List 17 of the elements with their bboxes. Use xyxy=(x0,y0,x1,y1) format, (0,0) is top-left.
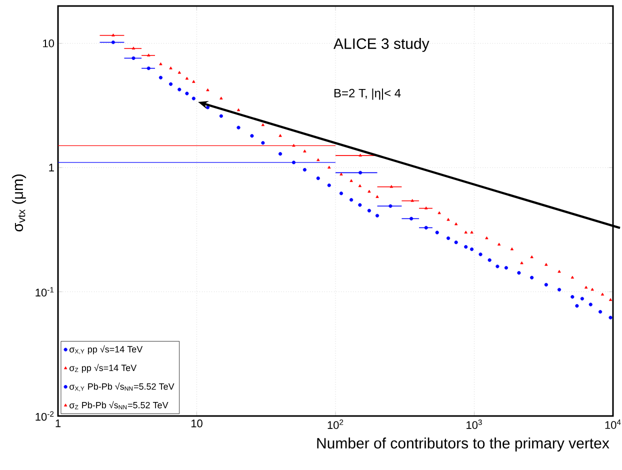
y-axis-title: σ$_{vtx}$ (μm) xyxy=(12,174,26,232)
legend-label: σ$_{X,Y}$ pp √s=14 TeV xyxy=(70,345,143,354)
annotation: B=2 T, |η|< 4 xyxy=(334,88,401,100)
x-tick-label: 10 xyxy=(191,420,202,428)
legend-label: σ$_{Z}$ pp √s=14 TeV xyxy=(70,364,137,373)
annotation: ALICE 3 study xyxy=(334,38,430,52)
x-axis-title: Number of contributors to the primary vertex xyxy=(317,438,610,452)
legend-label: σ$_{Z}$ Pb-Pb √s$_{NN}$=5.52 TeV xyxy=(70,401,168,410)
x-tick-label: 10$^{3}$ xyxy=(466,420,482,429)
legend-label: σ$_{X,Y}$ Pb-Pb √s$_{NN}$=5.52 TeV xyxy=(70,382,174,392)
x-tick-label: 10$^{4}$ xyxy=(605,420,621,429)
x-tick-label: 1 xyxy=(56,420,61,428)
y-tick-label: 10$^{-1}$ xyxy=(36,287,54,296)
x-tick-label: 10$^{2}$ xyxy=(328,420,344,429)
y-tick-label: 10 xyxy=(43,39,54,48)
y-tick-label: 10$^{-2}$ xyxy=(36,411,54,421)
y-tick-label: 1 xyxy=(49,164,54,172)
